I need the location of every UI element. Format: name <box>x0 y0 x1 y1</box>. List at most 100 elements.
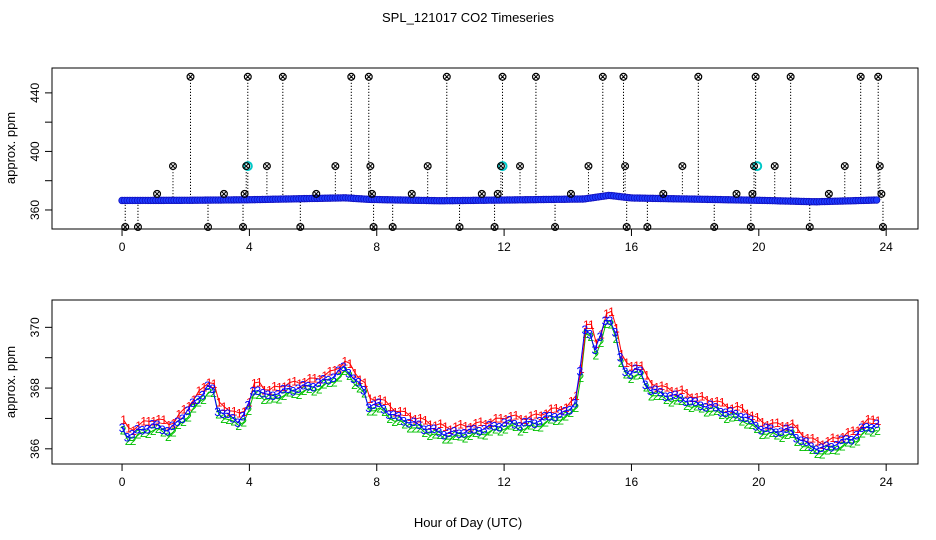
series-1-marker: 1 <box>261 383 268 397</box>
outlier-cross <box>879 191 884 197</box>
series-1-marker: 1 <box>145 415 152 429</box>
series-2-marker: 2 <box>235 419 242 433</box>
series-2-marker: 2 <box>552 414 559 428</box>
series-1-marker: 1 <box>281 380 288 394</box>
series-2-marker: 2 <box>502 422 509 436</box>
series-3-marker: 3 <box>833 438 840 452</box>
outlier-cross <box>788 74 794 80</box>
series-2-marker: 2 <box>532 420 539 434</box>
series-3-marker: 3 <box>788 424 795 438</box>
outlier-cross <box>188 74 193 80</box>
series-1-marker: 1 <box>528 409 535 423</box>
series-1-marker: 1 <box>321 369 328 383</box>
series-3-marker: 3 <box>592 343 599 357</box>
series-3-marker: 3 <box>702 400 709 414</box>
series-3-marker: 3 <box>466 423 473 437</box>
outlier-point <box>746 223 755 232</box>
outlier-point <box>770 162 779 171</box>
outlier-point <box>219 189 228 198</box>
outlier-point <box>239 223 248 232</box>
series-1-marker: 1 <box>362 376 369 390</box>
series-1-marker: 1 <box>563 401 570 415</box>
outlier-cross <box>348 74 354 80</box>
outlier-cross <box>242 191 247 197</box>
series-1-marker: 1 <box>870 413 877 427</box>
outlier-cross <box>495 191 501 197</box>
series-3-marker: 3 <box>295 382 302 396</box>
series-1-marker: 1 <box>412 413 419 427</box>
outlier-point <box>750 162 759 171</box>
series-1-marker: 1 <box>583 318 590 332</box>
series-2-marker: 2 <box>663 393 670 407</box>
series-1-marker: 1 <box>201 380 208 394</box>
series-2-marker: 2 <box>391 415 398 429</box>
outlier-cross <box>366 74 372 80</box>
series-2-marker: 2 <box>306 382 313 396</box>
series-1-marker: 1 <box>160 413 167 427</box>
series-1-marker: 1 <box>653 380 660 394</box>
outlier-cross <box>621 74 626 80</box>
series-1-marker: 1 <box>181 402 188 416</box>
series-1-marker: 1 <box>623 356 630 370</box>
series-2-marker: 2 <box>381 405 388 419</box>
series-2-marker: 2 <box>492 422 499 436</box>
series-3-marker: 3 <box>134 423 141 437</box>
series-1-marker: 1 <box>397 405 404 419</box>
outlier-cross <box>409 191 415 197</box>
series-1-marker: 1 <box>392 405 399 419</box>
series-3-marker: 3 <box>421 423 428 437</box>
series-3-line <box>121 319 877 450</box>
series-1-marker: 1 <box>231 405 238 419</box>
series-2-marker: 2 <box>135 428 142 442</box>
series-1-marker: 1 <box>754 411 761 425</box>
series-3-marker: 3 <box>602 314 609 328</box>
series-1-marker: 1 <box>437 417 444 431</box>
series-3-marker: 3 <box>692 395 699 409</box>
series-3-marker: 3 <box>551 410 558 424</box>
series-1-marker: 1 <box>452 420 459 434</box>
series-2-marker: 2 <box>205 386 212 400</box>
series-1-marker: 1 <box>301 376 308 390</box>
series-2-marker: 2 <box>180 415 187 429</box>
series-1-marker: 1 <box>251 376 258 390</box>
series-1-marker: 1 <box>840 431 847 445</box>
outlier-point <box>278 72 287 81</box>
series-1-marker: 1 <box>809 431 816 445</box>
series-3-marker: 3 <box>144 422 151 436</box>
outlier-point <box>442 72 451 81</box>
series-1-marker: 1 <box>518 412 525 426</box>
series-3-marker: 3 <box>803 435 810 449</box>
cyan-point <box>497 161 508 172</box>
series-1-marker: 1 <box>337 361 344 375</box>
series-1-marker: 1 <box>120 413 127 427</box>
outlier-cross <box>245 74 251 80</box>
series-2-marker: 2 <box>356 382 363 396</box>
outlier-cross <box>280 74 286 80</box>
series-3-marker: 3 <box>224 407 231 421</box>
series-3-marker: 3 <box>239 410 246 424</box>
outlier-cross <box>880 224 886 230</box>
series-3-marker: 3 <box>622 365 629 379</box>
outlier-cross <box>457 224 462 230</box>
series-1-marker: 1 <box>523 413 530 427</box>
series-2-marker: 2 <box>376 401 383 415</box>
series-1-marker: 1 <box>734 400 741 414</box>
series-3-marker: 3 <box>330 371 337 385</box>
series-2-marker: 2 <box>829 443 836 457</box>
series-1-marker: 1 <box>538 409 545 423</box>
series-3-marker: 3 <box>405 416 412 430</box>
x-tick-label: 8 <box>373 475 380 489</box>
series-2-marker: 2 <box>482 428 489 442</box>
series-1-marker: 1 <box>553 401 560 415</box>
outlier-cross <box>154 191 160 197</box>
series-3-marker: 3 <box>873 417 880 431</box>
series-3-marker: 3 <box>124 430 131 444</box>
series-2-marker: 2 <box>678 394 685 408</box>
outlier-point <box>598 72 607 81</box>
outlier-cross <box>586 163 591 169</box>
series-2-marker: 2 <box>814 447 821 461</box>
series-3-marker: 3 <box>249 385 256 399</box>
series-1-marker: 1 <box>774 416 781 430</box>
outlier-cross <box>622 163 628 169</box>
series-2-marker: 2 <box>547 412 554 426</box>
